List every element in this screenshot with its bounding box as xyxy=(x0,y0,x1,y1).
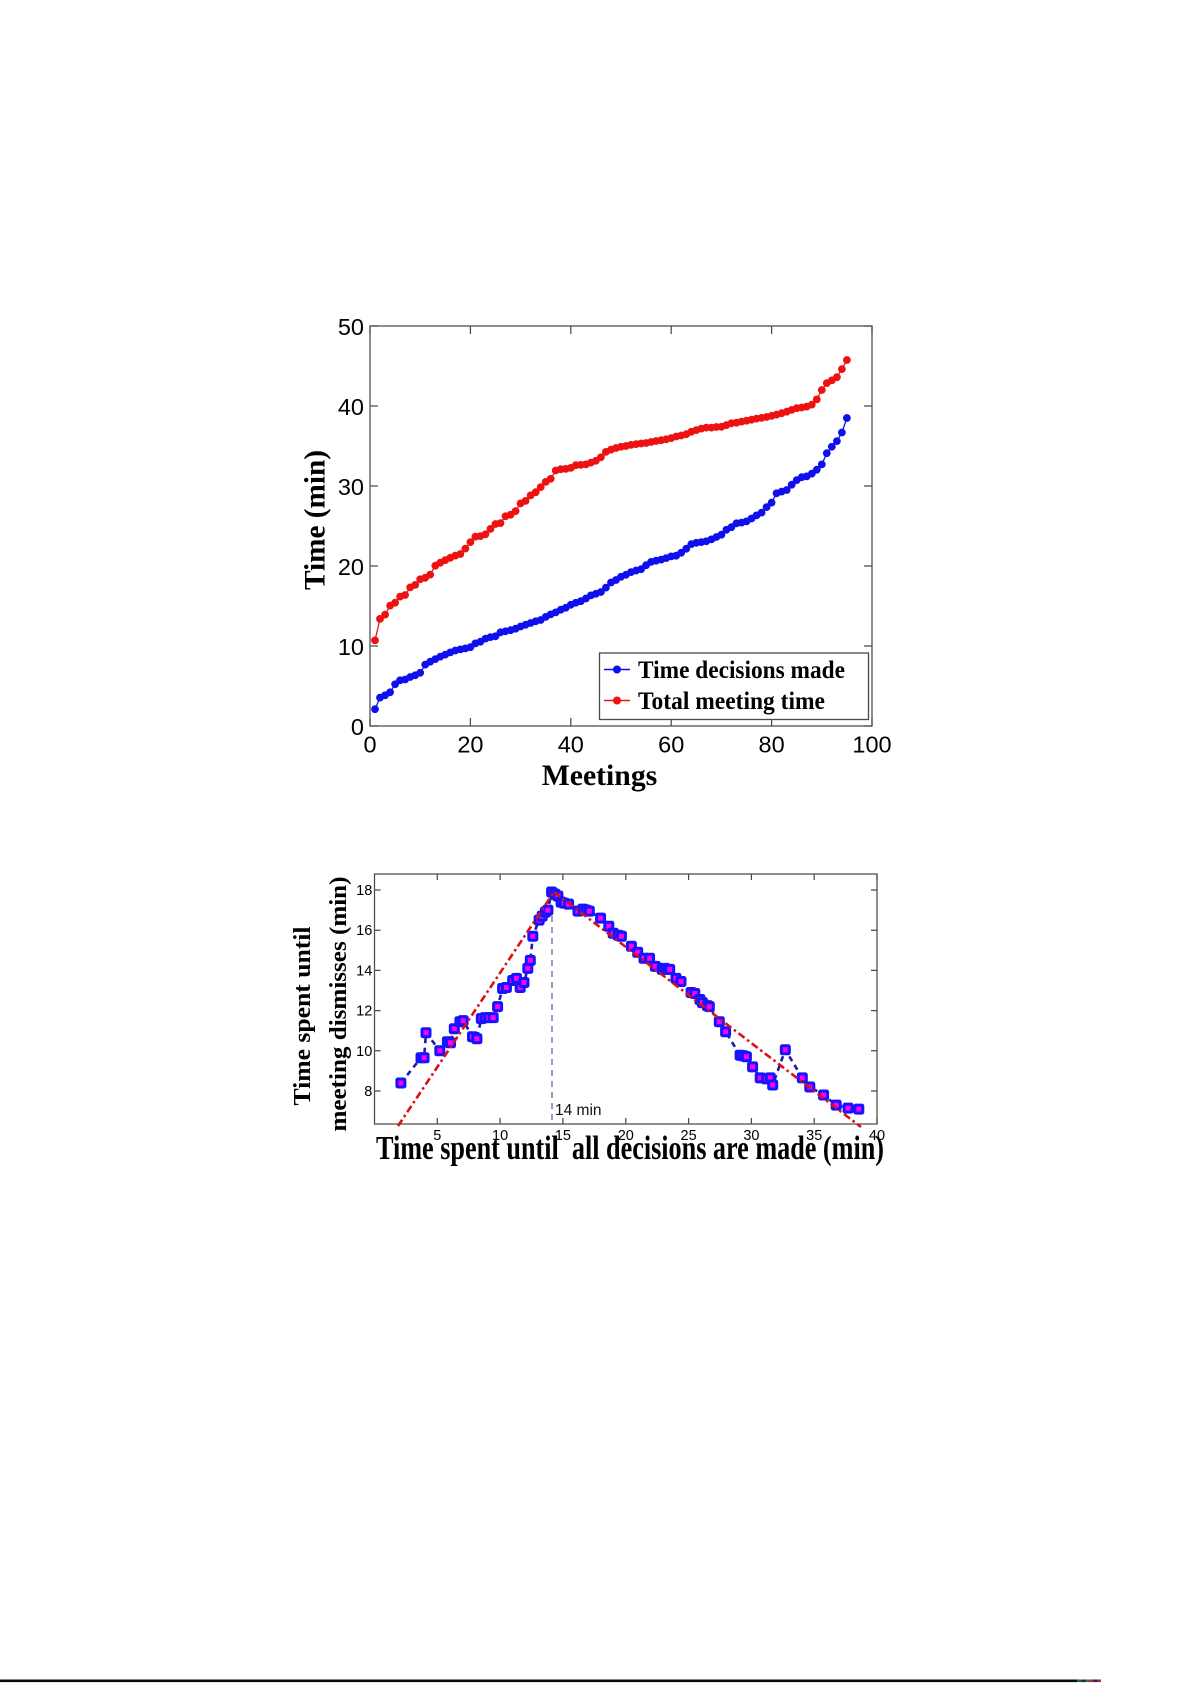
svg-text:40: 40 xyxy=(558,732,584,758)
svg-text:0: 0 xyxy=(351,714,364,740)
svg-text:50: 50 xyxy=(338,314,364,340)
svg-text:40: 40 xyxy=(869,1128,885,1144)
svg-text:0: 0 xyxy=(363,732,376,758)
svg-text:25: 25 xyxy=(681,1128,697,1144)
svg-text:35: 35 xyxy=(806,1128,822,1144)
svg-text:8: 8 xyxy=(364,1084,372,1100)
svg-text:100: 100 xyxy=(852,732,891,758)
svg-text:20: 20 xyxy=(618,1128,634,1144)
svg-text:10: 10 xyxy=(338,634,364,660)
svg-text:Total meeting time: Total meeting time xyxy=(638,686,825,715)
svg-text:Time decisions made: Time decisions made xyxy=(638,655,845,684)
svg-text:Meetings: Meetings xyxy=(542,759,658,792)
svg-text:Time spent until all decision: Time spent until all decisions are made … xyxy=(376,1130,884,1167)
svg-text:80: 80 xyxy=(759,732,785,758)
svg-text:meeting dismisses (min): meeting dismisses (min) xyxy=(325,877,352,1132)
svg-text:18: 18 xyxy=(356,883,372,899)
svg-text:30: 30 xyxy=(743,1128,759,1144)
svg-text:15: 15 xyxy=(555,1128,571,1144)
svg-text:14: 14 xyxy=(356,963,372,979)
svg-text:Time (min): Time (min) xyxy=(299,450,332,590)
svg-text:40: 40 xyxy=(338,394,364,420)
svg-text:10: 10 xyxy=(492,1128,508,1144)
svg-text:20: 20 xyxy=(457,732,483,758)
svg-text:12: 12 xyxy=(356,1004,372,1020)
svg-text:20: 20 xyxy=(338,554,364,580)
svg-text:30: 30 xyxy=(338,474,364,500)
svg-text:14 min: 14 min xyxy=(555,1102,602,1119)
svg-text:Time spent until: Time spent until xyxy=(289,926,316,1105)
svg-text:5: 5 xyxy=(433,1128,441,1144)
svg-text:60: 60 xyxy=(658,732,684,758)
svg-text:16: 16 xyxy=(356,923,372,939)
svg-text:10: 10 xyxy=(356,1044,372,1060)
